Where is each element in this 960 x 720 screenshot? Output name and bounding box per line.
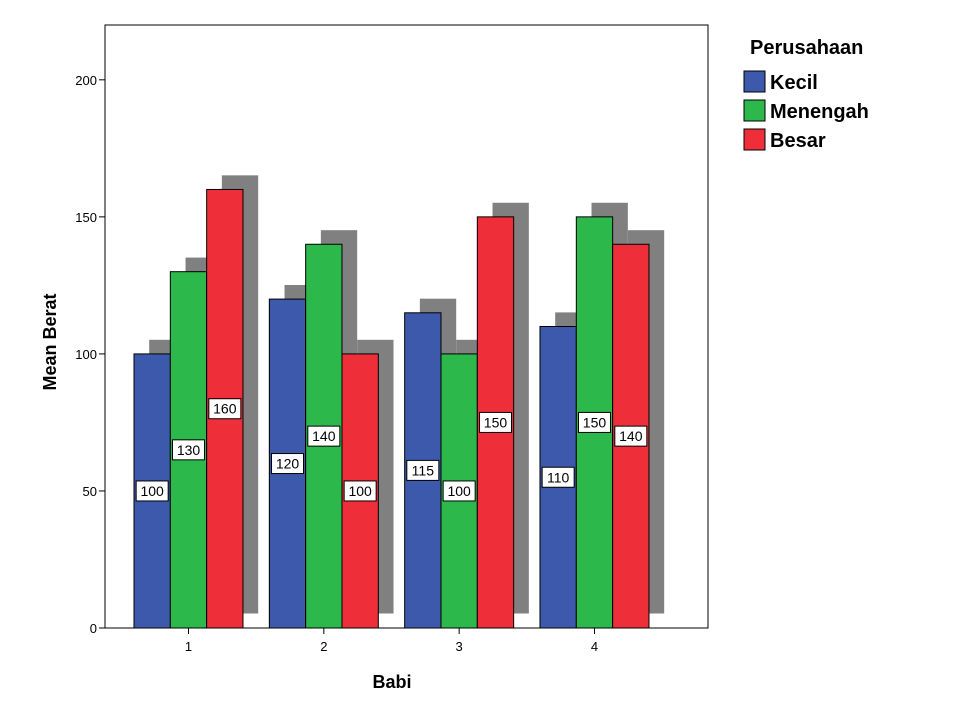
data-label-box (541, 466, 575, 488)
data-label: 100 (348, 483, 372, 499)
data-label: 150 (583, 414, 607, 430)
data-label: 150 (484, 414, 508, 430)
y-axis-title: Mean Berat (40, 293, 60, 390)
y-tick-label: 50 (83, 484, 97, 499)
legend-title: Perusahaan (750, 37, 863, 59)
data-label: 160 (213, 401, 237, 417)
x-axis-title: Babi (372, 672, 411, 692)
legend-label-menengah: Menengah (770, 101, 869, 123)
data-label: 130 (177, 442, 201, 458)
data-label: 140 (619, 428, 643, 444)
x-tick-label: 2 (320, 639, 327, 654)
x-tick-label: 3 (456, 639, 463, 654)
legend-label-besar: Besar (770, 130, 826, 152)
x-tick-label: 4 (591, 639, 598, 654)
data-labels: 100 130 160 120 140 100 115 100 150 110 150 140 (135, 398, 648, 502)
legend-label-kecil: Kecil (770, 72, 818, 94)
x-tick-label: 1 (185, 639, 192, 654)
data-label: 100 (140, 483, 164, 499)
data-label: 115 (412, 462, 435, 478)
data-label: 100 (447, 483, 471, 499)
y-axis: 0 50 100 150 200 (75, 73, 105, 636)
data-label-box (406, 459, 440, 481)
data-label-box (208, 398, 242, 420)
data-label: 110 (547, 469, 570, 485)
data-label-box (135, 480, 169, 502)
data-label-box (614, 425, 648, 447)
data-label-box (478, 411, 512, 433)
data-label-box (442, 480, 476, 502)
y-tick-label: 150 (75, 210, 97, 225)
legend-swatch-besar (743, 128, 766, 151)
data-label-box (577, 411, 611, 433)
data-label-box (343, 480, 377, 502)
x-axis: 1 2 3 4 (185, 628, 598, 654)
y-tick-label: 0 (90, 621, 97, 636)
legend-swatch-kecil (743, 70, 766, 93)
legend-swatch-menengah (743, 99, 766, 122)
data-label-box (270, 453, 304, 475)
data-label-box (171, 439, 205, 461)
y-tick-label: 100 (75, 347, 97, 362)
data-label: 120 (276, 456, 300, 472)
data-label: 140 (312, 428, 336, 444)
y-tick-label: 200 (75, 73, 97, 88)
legend: Perusahaan Kecil Menengah Besar (743, 37, 869, 152)
data-label-box (307, 425, 341, 447)
